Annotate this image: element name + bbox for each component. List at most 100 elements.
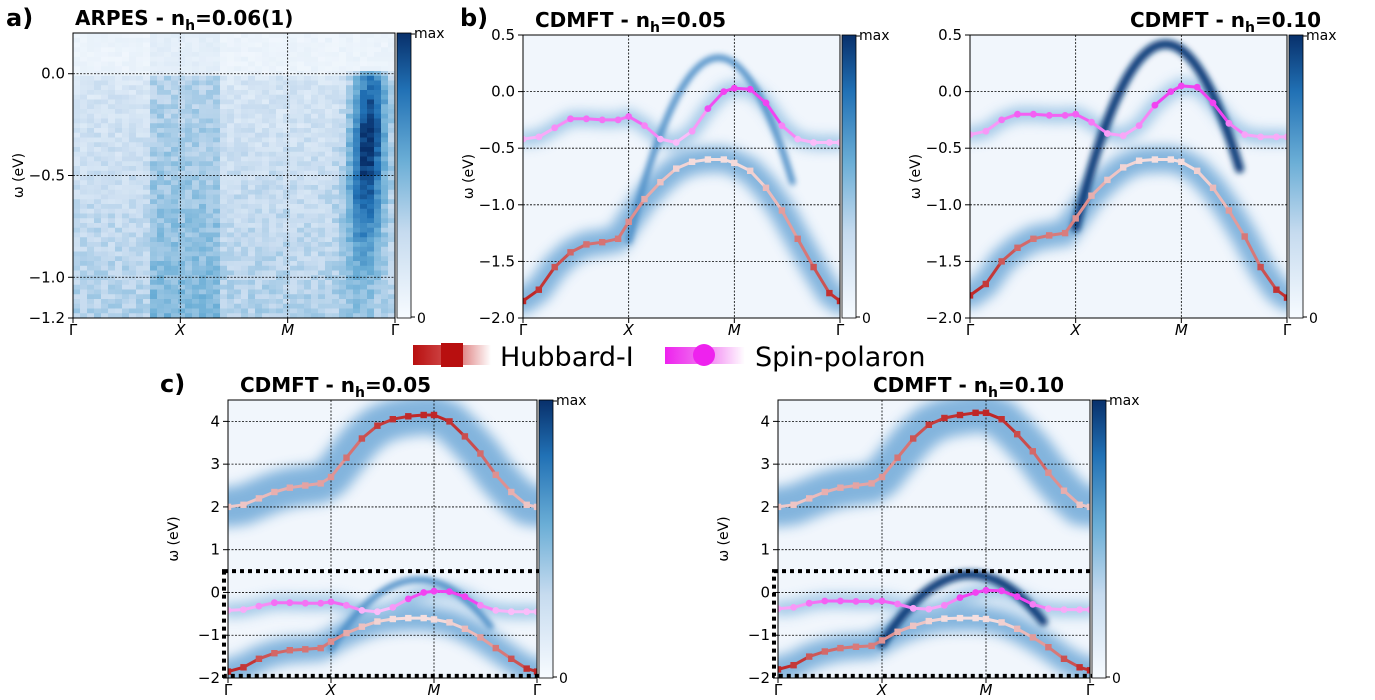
map-pixel [178, 75, 186, 82]
map-pixel [101, 204, 109, 210]
map-pixel [80, 123, 88, 129]
map-pixel [143, 42, 151, 48]
map-pixel [318, 52, 326, 58]
map-pixel [290, 118, 298, 124]
map-pixel [129, 80, 137, 86]
map-pixel [101, 237, 109, 243]
map-pixel [325, 303, 333, 310]
map-pixel [192, 33, 200, 39]
map-pixel [164, 132, 172, 139]
map-pixel [339, 199, 347, 205]
map-pixel [346, 61, 354, 67]
map-pixel [269, 299, 277, 305]
spin-polaron-point [998, 116, 1006, 124]
spin-polaron-point [446, 588, 453, 595]
map-pixel [346, 242, 354, 248]
map-pixel [339, 251, 347, 257]
map-pixel [150, 294, 158, 300]
map-pixel [94, 265, 102, 272]
map-pixel [101, 280, 109, 286]
map-pixel [381, 61, 389, 67]
map-pixel [80, 113, 88, 120]
map-pixel [346, 185, 354, 191]
map-pixel [241, 303, 249, 310]
map-pixel [353, 223, 361, 229]
map-pixel [206, 289, 214, 295]
map-pixel [94, 56, 102, 63]
map-pixel [227, 275, 235, 281]
map-pixel [360, 246, 368, 253]
map-pixel [164, 246, 172, 253]
map-pixel [80, 94, 88, 101]
map-pixel [367, 80, 375, 86]
map-pixel [178, 284, 186, 291]
map-pixel [304, 161, 312, 167]
map-pixel [87, 251, 95, 257]
map-pixel [213, 199, 221, 205]
ytick-label: −0.5 [926, 139, 962, 157]
spin-polaron-point [1029, 601, 1037, 608]
map-pixel [311, 261, 319, 267]
map-pixel [115, 151, 123, 158]
map-pixel [325, 118, 333, 124]
map-pixel [136, 289, 144, 295]
map-pixel [129, 118, 137, 124]
map-pixel [150, 270, 158, 276]
map-pixel [185, 185, 193, 191]
map-pixel [122, 99, 130, 105]
map-pixel [283, 308, 291, 314]
map-pixel [346, 161, 354, 167]
map-pixel [108, 185, 116, 191]
map-pixel [143, 265, 151, 272]
map-pixel [262, 147, 270, 153]
map-pixel [94, 194, 102, 200]
spin-polaron-point [657, 135, 664, 143]
map-pixel [227, 180, 235, 186]
map-pixel [122, 161, 130, 167]
map-pixel [297, 194, 305, 200]
map-pixel [367, 99, 375, 105]
map-pixel [122, 303, 130, 310]
map-pixel [346, 232, 354, 238]
map-pixel [129, 123, 137, 129]
map-pixel [248, 104, 256, 110]
hubbard-point [1086, 503, 1090, 511]
map-pixel [325, 113, 333, 120]
map-pixel [255, 170, 263, 177]
map-pixel [206, 170, 214, 177]
map-pixel [318, 99, 326, 105]
hubbard-point [704, 156, 712, 163]
map-pixel [353, 275, 361, 281]
spin-polaron-point [1076, 606, 1083, 613]
map-pixel [192, 52, 200, 58]
map-pixel [157, 218, 165, 224]
ytick-label: −2.0 [479, 309, 515, 327]
map-pixel [346, 33, 354, 39]
map-pixel [381, 194, 389, 200]
map-pixel [227, 313, 235, 318]
map-pixel [311, 232, 319, 238]
map-pixel [374, 275, 382, 281]
map-pixel [213, 113, 221, 120]
hubbard-point [302, 482, 309, 489]
map-pixel [346, 189, 354, 196]
map-pixel [241, 313, 249, 318]
map-pixel [220, 208, 228, 215]
map-pixel [360, 299, 368, 305]
map-pixel [136, 109, 144, 115]
map-pixel [178, 99, 186, 105]
map-pixel [87, 75, 95, 82]
map-pixel [262, 175, 270, 181]
map-pixel [276, 66, 284, 72]
map-pixel [73, 85, 81, 91]
spin-polaron-segment [706, 90, 726, 111]
map-pixel [192, 80, 200, 86]
map-pixel [150, 90, 158, 96]
colorbar-gradient [841, 34, 857, 319]
map-pixel [122, 42, 130, 48]
map-pixel [150, 194, 158, 200]
map-pixel [276, 170, 284, 177]
map-pixel [213, 227, 221, 234]
map-pixel [276, 137, 284, 143]
map-pixel [318, 246, 326, 253]
